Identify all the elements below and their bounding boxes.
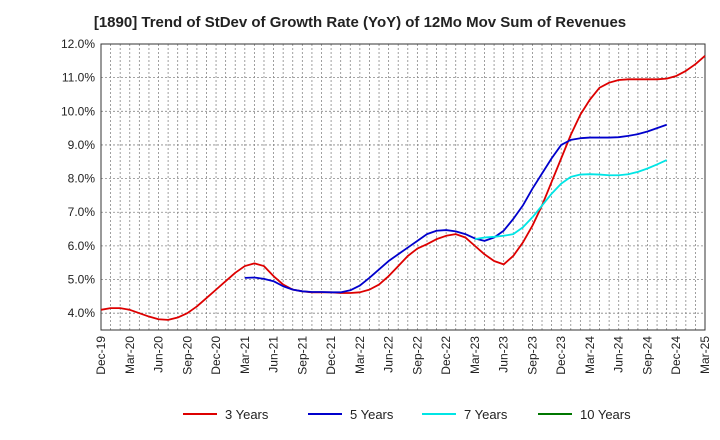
y-tick-label: 4.0% <box>68 306 96 320</box>
x-tick-label: Mar-21 <box>238 336 252 374</box>
x-tick-label: Jun-22 <box>382 336 396 373</box>
y-tick-label: 8.0% <box>68 172 96 186</box>
series-line-5-years <box>244 123 667 294</box>
x-tick-label: Mar-20 <box>123 336 137 374</box>
x-tick-label: Mar-23 <box>468 336 482 374</box>
y-tick-label: 11.0% <box>62 71 95 85</box>
x-tick-label: Jun-20 <box>152 336 166 373</box>
legend-label: 7 Years <box>464 407 508 422</box>
plot-frame <box>100 43 706 331</box>
chart-title: [1890] Trend of StDev of Growth Rate (Yo… <box>93 14 627 31</box>
y-tick-label: 6.0% <box>68 239 96 253</box>
y-tick-label: 7.0% <box>68 205 96 219</box>
series-line-7-years <box>474 159 668 241</box>
x-tick-label: Jun-24 <box>612 336 626 373</box>
x-tick-label: Dec-21 <box>324 336 338 375</box>
x-tick-label: Sep-20 <box>180 336 194 375</box>
x-tick-label: Dec-20 <box>209 336 223 375</box>
legend-label: 3 Years <box>225 407 269 422</box>
x-tick-label: Mar-22 <box>353 336 367 374</box>
y-tick-label: 9.0% <box>68 138 96 152</box>
plot-area <box>101 44 705 330</box>
x-tick-label: Sep-24 <box>640 336 654 375</box>
legend-label: 5 Years <box>350 407 394 422</box>
x-tick-label: Sep-22 <box>410 336 424 375</box>
y-tick-label: 10.0% <box>61 104 95 118</box>
x-tick-label: Dec-23 <box>554 336 568 375</box>
x-tick-label: Dec-22 <box>439 336 453 375</box>
x-tick-label: Jun-21 <box>267 336 281 373</box>
y-tick-label: 12.0% <box>61 37 95 51</box>
x-tick-label: Jun-23 <box>497 336 511 373</box>
y-tick-label: 5.0% <box>68 273 96 287</box>
x-tick-label: Dec-19 <box>94 336 108 375</box>
x-tick-label: Mar-24 <box>583 336 597 374</box>
x-tick-label: Sep-21 <box>295 336 309 375</box>
x-tick-label: Sep-23 <box>525 336 539 375</box>
x-tick-label: Dec-24 <box>669 336 683 375</box>
x-tick-label: Mar-25 <box>698 336 712 374</box>
legend-label: 10 Years <box>580 407 631 422</box>
series-line-3-years <box>100 55 706 321</box>
